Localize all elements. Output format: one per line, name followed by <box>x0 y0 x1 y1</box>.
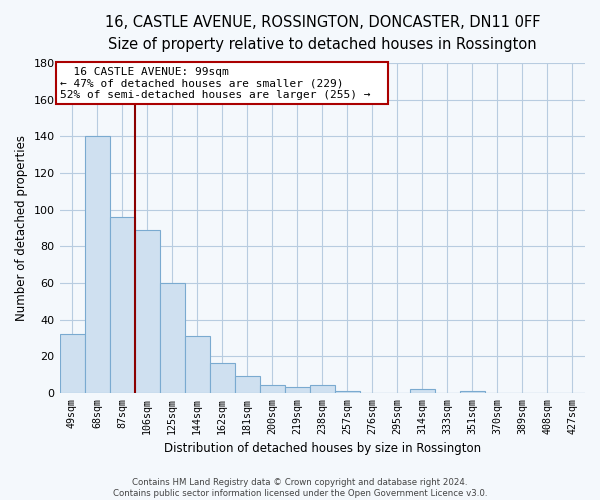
X-axis label: Distribution of detached houses by size in Rossington: Distribution of detached houses by size … <box>164 442 481 455</box>
Bar <box>134 230 160 393</box>
Bar <box>310 386 335 393</box>
Bar <box>110 217 134 393</box>
Bar <box>460 391 485 393</box>
Bar <box>335 391 360 393</box>
Bar <box>85 136 110 393</box>
Bar <box>410 389 435 393</box>
Bar <box>260 386 285 393</box>
Bar <box>160 283 185 393</box>
Bar <box>285 388 310 393</box>
Bar <box>209 364 235 393</box>
Title: 16, CASTLE AVENUE, ROSSINGTON, DONCASTER, DN11 0FF
Size of property relative to : 16, CASTLE AVENUE, ROSSINGTON, DONCASTER… <box>104 15 540 52</box>
Bar <box>59 334 85 393</box>
Bar <box>185 336 209 393</box>
Bar <box>235 376 260 393</box>
Text: 16 CASTLE AVENUE: 99sqm
← 47% of detached houses are smaller (229)
52% of semi-d: 16 CASTLE AVENUE: 99sqm ← 47% of detache… <box>60 67 384 100</box>
Y-axis label: Number of detached properties: Number of detached properties <box>15 135 28 321</box>
Text: Contains HM Land Registry data © Crown copyright and database right 2024.
Contai: Contains HM Land Registry data © Crown c… <box>113 478 487 498</box>
